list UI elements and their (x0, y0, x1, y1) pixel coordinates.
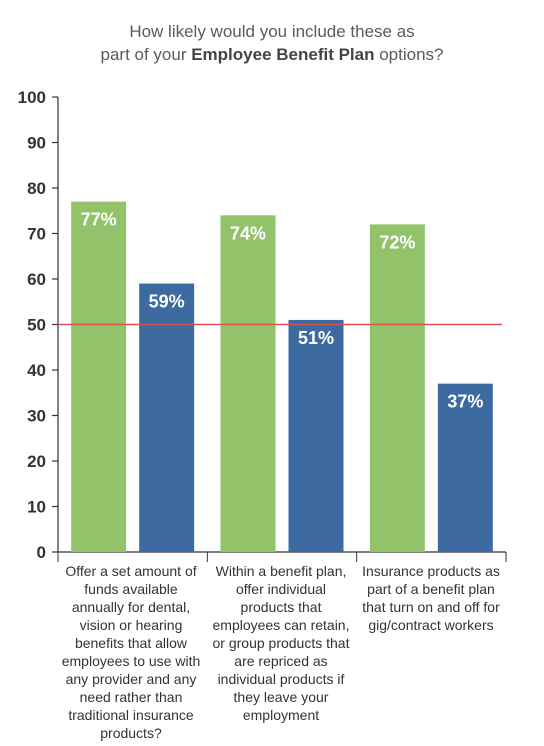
y-tick-label-20: 20 (27, 452, 46, 471)
category-label-2: Within a benefit plan, offer individual … (212, 563, 350, 723)
chart-title-bold: Employee Benefit Plan (191, 45, 375, 64)
data-label-series1-category3: 72% (379, 232, 415, 252)
bar-series1-category2 (220, 215, 276, 553)
y-tick-label-30: 30 (27, 407, 46, 426)
y-tick-label-40: 40 (27, 361, 46, 380)
data-label-series1-category2: 74% (230, 223, 266, 243)
chart-title-mid: part of your (100, 45, 192, 64)
data-label-series2-category2: 51% (298, 328, 334, 348)
chart-title-suffix: options? (374, 45, 444, 64)
category-label-1: Offer a set amount of funds available an… (61, 563, 201, 741)
data-label-series2-category3: 37% (447, 392, 483, 412)
bar-series2-category2 (288, 319, 344, 552)
chart-title-line-1: How likely would you include these as (129, 22, 415, 41)
y-tick-label-80: 80 (27, 179, 46, 198)
data-label-series1-category1: 77% (81, 210, 117, 230)
category-label-3: Insurance products as part of a benefit … (362, 563, 500, 633)
y-tick-label-100: 100 (18, 88, 46, 107)
y-tick-label-70: 70 (27, 225, 46, 244)
bar-series2-category1 (139, 283, 195, 552)
chart-title-line-2: part of your Employee Benefit Plan optio… (0, 43, 544, 66)
y-tick-label-50: 50 (27, 316, 46, 335)
y-tick-label-60: 60 (27, 270, 46, 289)
bar-series1-category3 (369, 224, 425, 552)
chart-title: How likely would you include these as pa… (0, 20, 544, 66)
bar-series1-category1 (71, 201, 127, 552)
bar-series2-category3 (437, 383, 493, 552)
data-label-series2-category1: 59% (149, 292, 185, 312)
y-tick-label-10: 10 (27, 498, 46, 517)
y-tick-label-90: 90 (27, 134, 46, 153)
y-tick-label-0: 0 (37, 543, 46, 562)
